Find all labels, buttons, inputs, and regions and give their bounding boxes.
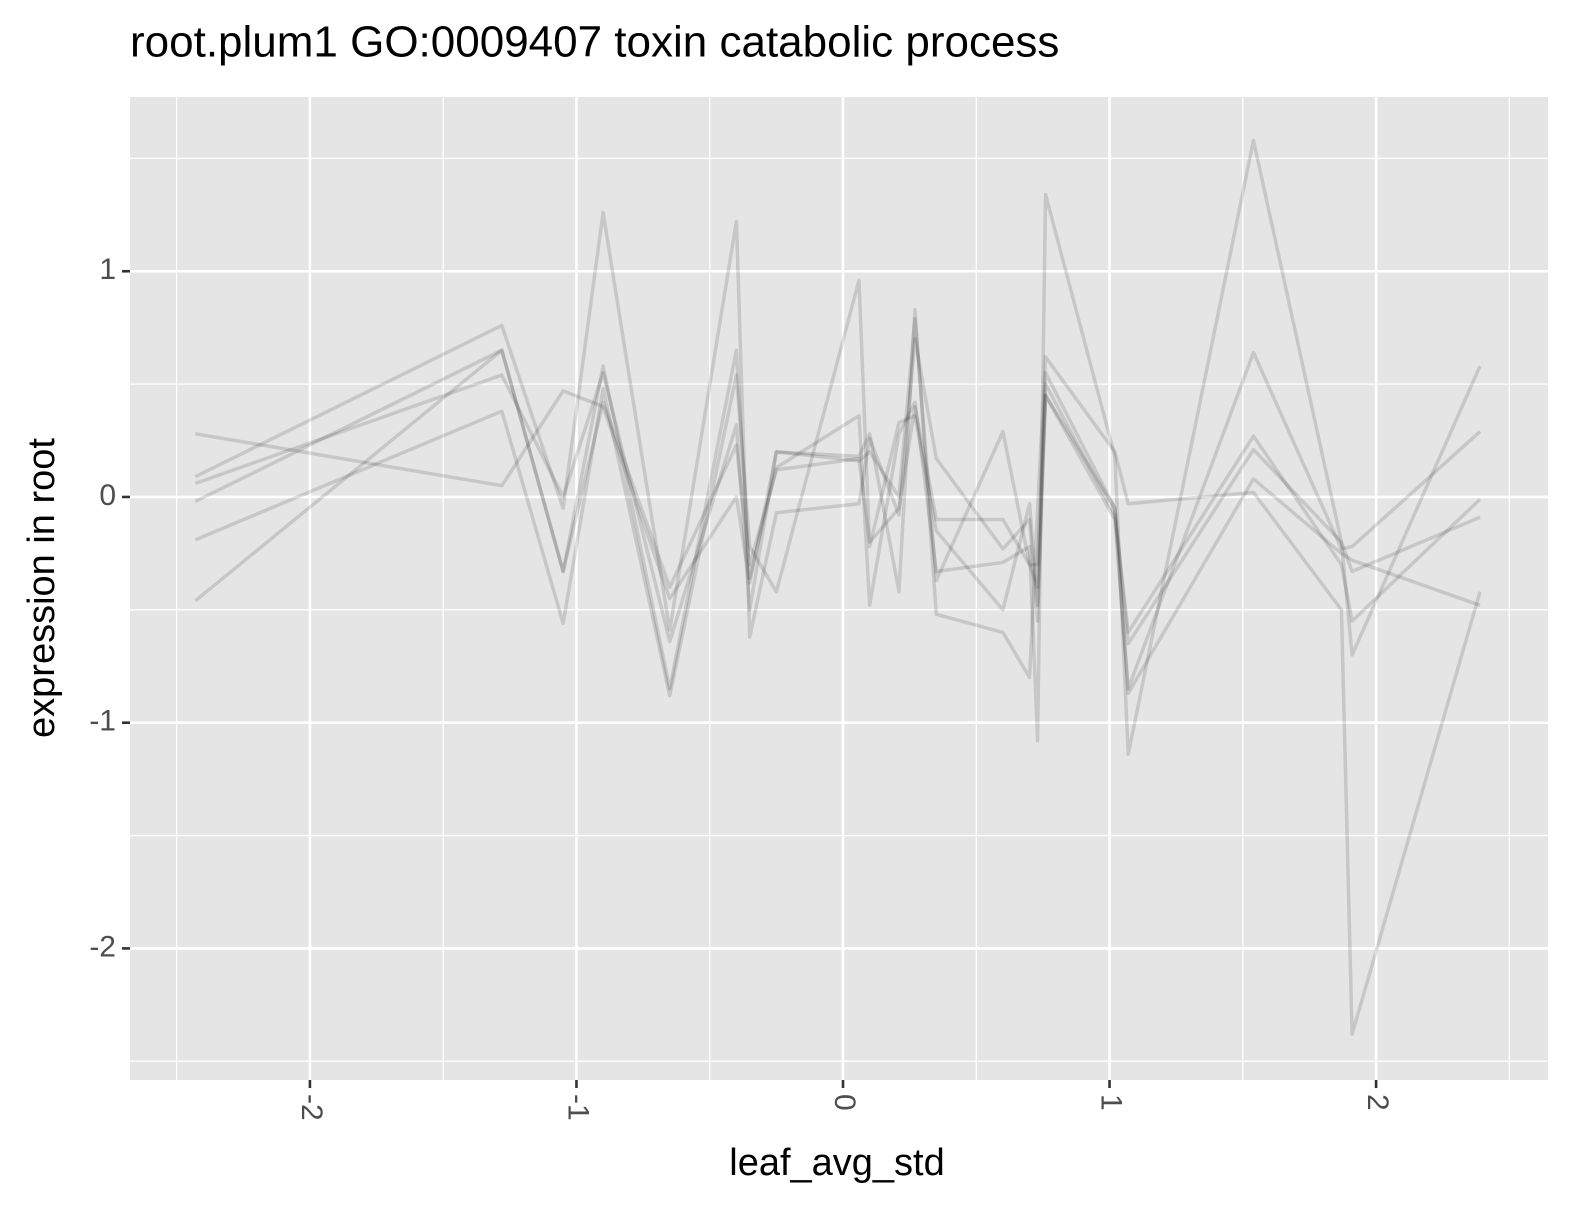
x-tick-label: -1 [562,1094,595,1121]
x-tick-label: 2 [1361,1094,1394,1111]
x-tick-label: 1 [1095,1094,1128,1111]
series-line [194,316,1481,646]
y-tick-label: -1 [89,705,116,738]
chart-title: root.plum1 GO:0009407 toxin catabolic pr… [130,18,1059,67]
x-axis-label: leaf_avg_std [729,1142,945,1184]
panel [130,97,1548,1080]
series-line [194,138,1482,757]
y-tick-label: 1 [99,253,116,286]
y-tick-label: 0 [99,479,116,512]
series-line [195,307,1482,1036]
series-line [194,348,1481,696]
y-tick-label: -2 [89,930,116,963]
x-tick-label: 0 [828,1094,861,1111]
series-line [194,210,1482,691]
x-tick-label: -2 [295,1094,328,1121]
series-line [194,278,1482,698]
y-axis-label: expression in root [21,438,63,738]
